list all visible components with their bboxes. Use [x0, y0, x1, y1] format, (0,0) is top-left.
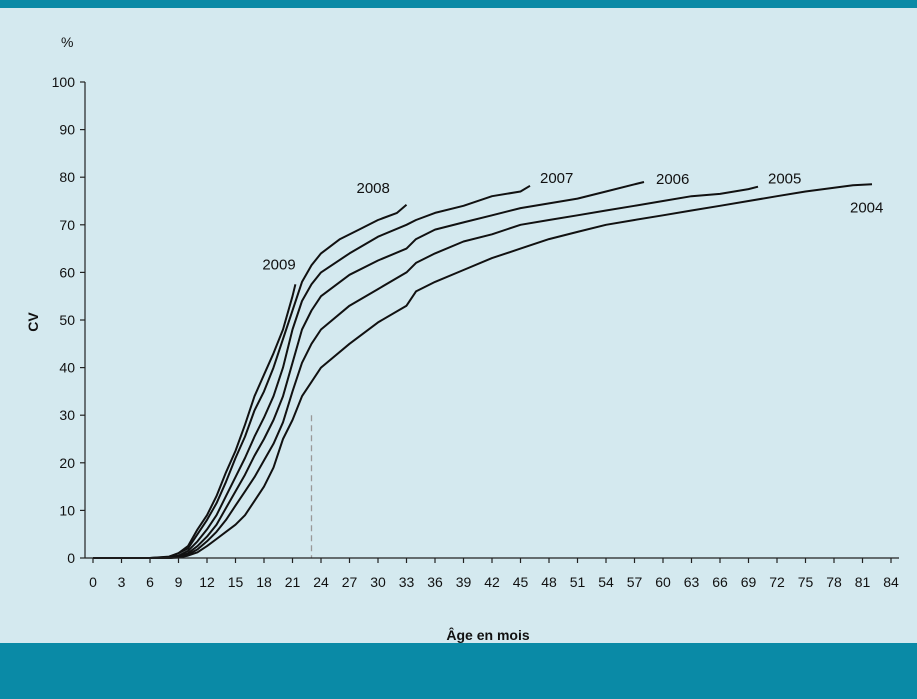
x-tick-label: 75: [798, 574, 814, 590]
y-tick-label: 50: [59, 312, 75, 328]
series-label-2004: 2004: [850, 199, 883, 216]
series-line-2008: [93, 204, 408, 559]
x-tick-label: 42: [484, 574, 500, 590]
y-tick-label: 20: [59, 455, 75, 471]
series-label-2009: 2009: [262, 256, 295, 273]
series-line-2007: [93, 184, 531, 559]
series-line-2005: [93, 185, 759, 559]
y-tick-label: 90: [59, 122, 75, 138]
series-label-2005: 2005: [768, 171, 801, 188]
x-tick-label: 51: [570, 574, 586, 590]
x-axis-title: Âge en mois: [446, 626, 529, 643]
x-tick-label: 57: [627, 574, 643, 590]
y-tick-label: 10: [59, 502, 75, 518]
y-tick-label: 70: [59, 217, 75, 233]
x-tick-label: 63: [684, 574, 700, 590]
x-tick-label: 45: [513, 574, 529, 590]
x-tick-label: 3: [118, 574, 126, 590]
y-tick-label: 30: [59, 407, 75, 423]
x-tick-label: 36: [427, 574, 443, 590]
x-tick-label: 78: [826, 574, 842, 590]
x-tick-label: 27: [342, 574, 358, 590]
series-label-2007: 2007: [540, 170, 573, 187]
series-line-2004: [93, 183, 873, 559]
y-tick-label: 40: [59, 360, 75, 376]
x-tick-label: 66: [712, 574, 728, 590]
series-label-2008: 2008: [357, 180, 390, 197]
x-tick-label: 81: [855, 574, 871, 590]
header-bar: [0, 0, 917, 8]
x-tick-label: 69: [741, 574, 757, 590]
x-tick-label: 0: [89, 574, 97, 590]
x-tick-label: 48: [541, 574, 557, 590]
x-tick-label: 33: [399, 574, 415, 590]
series-line-2009: [93, 284, 297, 559]
y-tick-label: 60: [59, 264, 75, 280]
series-label-2006: 2006: [656, 171, 689, 188]
x-tick-label: 24: [313, 574, 329, 590]
x-tick-label: 9: [175, 574, 183, 590]
y-tick-label: 100: [52, 74, 76, 90]
x-tick-label: 6: [146, 574, 154, 590]
x-tick-label: 21: [285, 574, 301, 590]
y-axis-title: CV: [25, 312, 41, 332]
x-tick-label: 30: [370, 574, 386, 590]
y-tick-label: 0: [67, 550, 75, 566]
series-line-2006: [93, 181, 645, 559]
y-tick-label: 80: [59, 169, 75, 185]
x-tick-label: 15: [228, 574, 244, 590]
x-tick-label: 39: [456, 574, 472, 590]
y-unit-label: %: [61, 34, 73, 50]
footer-bar: [0, 643, 917, 699]
x-tick-label: 18: [256, 574, 272, 590]
x-tick-label: 54: [598, 574, 614, 590]
x-tick-label: 60: [655, 574, 671, 590]
x-tick-label: 84: [883, 574, 899, 590]
x-tick-label: 72: [769, 574, 785, 590]
x-tick-label: 12: [199, 574, 215, 590]
